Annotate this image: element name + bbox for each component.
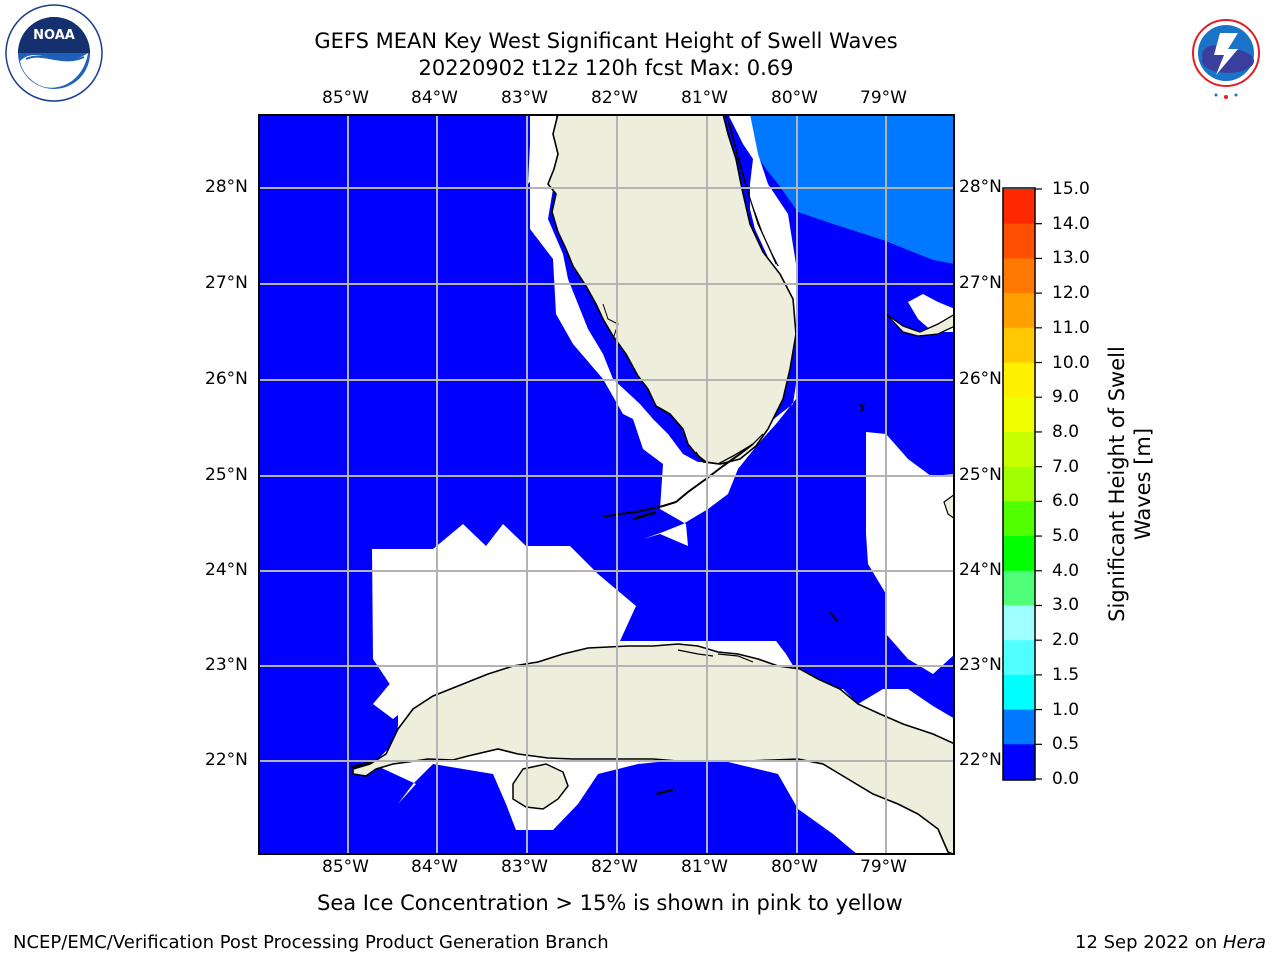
lat-label-right: 23°N [959, 655, 1002, 675]
lon-label-top: 81°W [681, 88, 728, 108]
colorbar-label: Significant Height of Swell Waves [m] [1104, 334, 1156, 634]
colorbar-band [1003, 258, 1035, 294]
colorbar-tick-label: 12.0 [1052, 283, 1090, 304]
colorbar-tick-label: 14.0 [1052, 213, 1090, 234]
footer-branch: NCEP/EMC/Verification Post Processing Pr… [13, 932, 609, 953]
colorbar-band [1003, 223, 1035, 259]
lat-label-left: 23°N [205, 655, 248, 675]
colorbar-tick-label: 13.0 [1052, 248, 1090, 269]
sea-ice-note: Sea Ice Concentration > 15% is shown in … [317, 891, 903, 915]
lat-label-right: 22°N [959, 750, 1002, 770]
lon-label-top: 80°W [771, 88, 818, 108]
colorbar-tick-label: 1.0 [1052, 699, 1080, 720]
colorbar-label-line1: Significant Height of Swell [1105, 346, 1129, 622]
lat-label-right: 28°N [959, 177, 1002, 197]
colorbar-band [1003, 327, 1035, 364]
lat-label-left: 22°N [205, 750, 248, 770]
lon-label-bottom: 80°W [771, 857, 818, 877]
colorbar-band [1003, 293, 1035, 329]
lat-label-left: 28°N [205, 177, 248, 197]
lon-label-bottom: 82°W [591, 857, 638, 877]
nws-logo-icon [1178, 5, 1274, 101]
lon-label-bottom: 79°W [860, 857, 907, 877]
colorbar-band [1003, 640, 1035, 676]
chart-title-line1: GEFS MEAN Key West Significant Height of… [314, 29, 898, 53]
lat-label-left: 25°N [205, 465, 248, 485]
footer-date: 12 Sep 2022 on Hera [1075, 932, 1266, 953]
colorbar-band [1003, 570, 1035, 606]
colorbar-band [1003, 362, 1035, 398]
lon-label-top: 82°W [591, 88, 638, 108]
footer-host: Hera [1222, 932, 1266, 953]
noaa-logo-text: NOAA [33, 28, 75, 43]
colorbar-tick-label: 5.0 [1052, 526, 1080, 547]
cuba-landmass [352, 643, 955, 855]
lon-label-top: 84°W [411, 88, 458, 108]
colorbar-tick-label: 10.0 [1052, 352, 1090, 373]
map-plot-area [258, 114, 955, 855]
lat-label-right: 26°N [959, 369, 1002, 389]
lon-label-bottom: 83°W [501, 857, 548, 877]
colorbar-tick-label: 1.5 [1052, 664, 1080, 685]
colorbar-band [1003, 744, 1035, 780]
lon-label-bottom: 85°W [322, 857, 369, 877]
colorbar-band [1003, 189, 1035, 225]
colorbar-tick-label: 3.0 [1052, 595, 1080, 616]
lon-label-bottom: 84°W [411, 857, 458, 877]
colorbar-tick-label: 7.0 [1052, 456, 1080, 477]
colorbar-band [1003, 466, 1035, 502]
lon-label-top: 85°W [322, 88, 369, 108]
lon-label-bottom: 81°W [681, 857, 728, 877]
lon-label-top: 83°W [501, 88, 548, 108]
footer-date-text: 12 Sep 2022 on [1075, 932, 1223, 953]
lat-label-right: 25°N [959, 465, 1002, 485]
colorbar-tick-label: 8.0 [1052, 421, 1080, 442]
florida-landmass [547, 114, 797, 465]
colorbar-tick-label: 9.0 [1052, 387, 1080, 408]
colorbar-band [1003, 709, 1035, 745]
lat-label-left: 24°N [205, 560, 248, 580]
lat-label-left: 26°N [205, 369, 248, 389]
colorbar-tick-label: 15.0 [1052, 179, 1090, 199]
colorbar-label-line2: Waves [m] [1131, 427, 1155, 541]
chart-title-line2: 20220902 t12z 120h fcst Max: 0.69 [418, 56, 794, 80]
colorbar [1002, 187, 1042, 781]
colorbar-band [1003, 501, 1035, 537]
colorbar-tick-label: 4.0 [1052, 560, 1080, 581]
colorbar-band [1003, 605, 1035, 641]
lat-label-right: 24°N [959, 560, 1002, 580]
lat-label-right: 27°N [959, 273, 1002, 293]
colorbar-band [1003, 397, 1035, 433]
map-gridlines [258, 114, 955, 855]
noaa-logo-icon: NOAA [5, 4, 103, 102]
colorbar-tick-label: 2.0 [1052, 630, 1080, 651]
colorbar-band [1003, 536, 1035, 572]
colorbar-band [1003, 674, 1035, 711]
colorbar-tick-label: 0.5 [1052, 734, 1080, 755]
lon-label-top: 79°W [860, 88, 907, 108]
colorbar-tick-label: 0.0 [1052, 769, 1080, 789]
colorbar-band [1003, 431, 1035, 468]
lat-label-left: 27°N [205, 273, 248, 293]
colorbar-tick-label: 6.0 [1052, 491, 1080, 512]
colorbar-tick-label: 11.0 [1052, 317, 1090, 338]
